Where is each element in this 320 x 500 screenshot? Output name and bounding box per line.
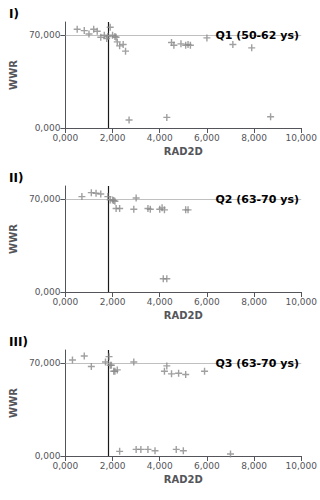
svg-text:2,000: 2,000 — [100, 297, 126, 307]
svg-text:0,000: 0,000 — [53, 297, 79, 307]
svg-text:4,000: 4,000 — [147, 297, 173, 307]
svg-text:II): II) — [9, 171, 23, 185]
svg-text:0,000: 0,000 — [53, 461, 79, 471]
svg-text:Q2 (63-70 ys): Q2 (63-70 ys) — [215, 193, 299, 206]
svg-text:III): III) — [9, 335, 28, 349]
svg-text:4,000: 4,000 — [147, 461, 173, 471]
svg-text:0,000: 0,000 — [53, 133, 79, 143]
svg-text:0,000: 0,000 — [35, 287, 61, 297]
svg-text:2,000: 2,000 — [100, 461, 126, 471]
svg-text:6,000: 6,000 — [194, 461, 220, 471]
svg-text:Q1 (50-62 ys): Q1 (50-62 ys) — [215, 29, 299, 42]
svg-text:10,000: 10,000 — [286, 297, 318, 307]
svg-text:I): I) — [9, 7, 19, 21]
svg-text:8,000: 8,000 — [241, 461, 267, 471]
svg-text:WWR: WWR — [8, 60, 19, 90]
svg-text:6,000: 6,000 — [194, 297, 220, 307]
svg-text:0,000: 0,000 — [35, 123, 61, 133]
svg-text:RAD2D: RAD2D — [164, 474, 203, 485]
svg-text:6,000: 6,000 — [194, 133, 220, 143]
svg-text:10,000: 10,000 — [286, 133, 318, 143]
svg-text:RAD2D: RAD2D — [164, 310, 203, 321]
svg-text:Q3 (63-70 ys): Q3 (63-70 ys) — [215, 357, 299, 370]
svg-text:8,000: 8,000 — [241, 297, 267, 307]
svg-text:70,000: 70,000 — [29, 194, 61, 204]
svg-text:0,000: 0,000 — [35, 451, 61, 461]
svg-text:70,000: 70,000 — [29, 30, 61, 40]
svg-text:RAD2D: RAD2D — [164, 146, 203, 157]
svg-text:2,000: 2,000 — [100, 133, 126, 143]
svg-text:WWR: WWR — [8, 224, 19, 254]
svg-text:WWR: WWR — [8, 388, 19, 418]
svg-text:10,000: 10,000 — [286, 461, 318, 471]
svg-text:4,000: 4,000 — [147, 133, 173, 143]
svg-text:70,000: 70,000 — [29, 358, 61, 368]
svg-text:8,000: 8,000 — [241, 133, 267, 143]
